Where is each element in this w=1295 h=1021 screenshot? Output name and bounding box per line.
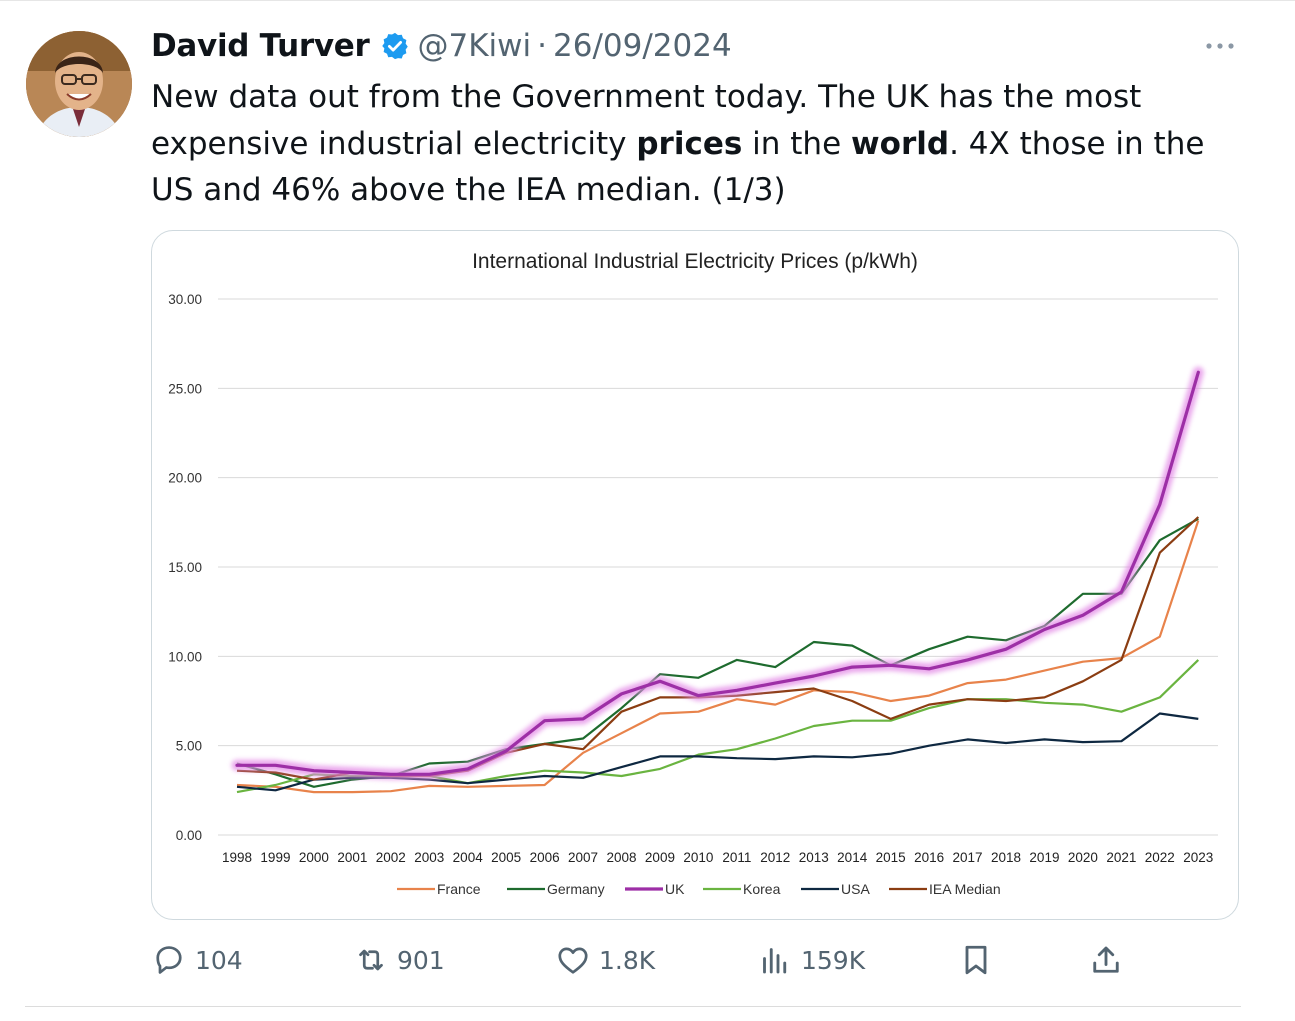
repost-button[interactable]: 901 bbox=[353, 938, 445, 982]
avatar-photo bbox=[26, 31, 132, 137]
x-tick-label: 2013 bbox=[799, 850, 829, 865]
x-tick-label: 2016 bbox=[914, 850, 944, 865]
series-germany-line bbox=[236, 517, 1199, 788]
views-icon bbox=[763, 948, 787, 974]
chart-legend: France Germany UK Korea USA IEA Median bbox=[397, 881, 1001, 897]
y-tick-label: 20.00 bbox=[168, 471, 202, 486]
x-tick-label: 2023 bbox=[1183, 850, 1213, 865]
tweet-date[interactable]: 26/09/2024 bbox=[553, 28, 732, 64]
more-options-icon[interactable] bbox=[1203, 36, 1237, 56]
y-tick-label: 30.00 bbox=[168, 292, 202, 307]
legend-label-korea: Korea bbox=[743, 881, 781, 897]
tweet-text: New data out from the Government today. … bbox=[151, 74, 1251, 214]
x-tick-label: 2008 bbox=[606, 850, 636, 865]
tweet-actions: 104 901 1.8K 159K bbox=[0, 938, 1295, 982]
y-tick-label: 25.00 bbox=[168, 381, 202, 396]
x-tick-label: 2001 bbox=[337, 850, 367, 865]
separator-dot: · bbox=[537, 28, 547, 64]
x-tick-label: 2011 bbox=[722, 850, 751, 865]
repost-icon bbox=[359, 949, 383, 971]
legend-label-uk: UK bbox=[665, 881, 685, 897]
tweet-text-bold: prices bbox=[636, 125, 743, 162]
chart-series bbox=[231, 366, 1204, 794]
x-tick-label: 2002 bbox=[376, 850, 406, 865]
x-tick-label: 2020 bbox=[1068, 850, 1098, 865]
author-avatar[interactable] bbox=[26, 31, 132, 137]
x-tick-label: 1998 bbox=[222, 850, 252, 865]
y-tick-label: 10.00 bbox=[168, 649, 202, 664]
y-axis-ticks: 0.00 5.00 10.00 15.00 20.00 25.00 30.00 bbox=[168, 292, 202, 843]
x-tick-label: 2009 bbox=[645, 850, 675, 865]
reply-icon bbox=[156, 946, 182, 974]
y-tick-label: 5.00 bbox=[176, 739, 202, 754]
x-tick-label: 2015 bbox=[876, 850, 906, 865]
x-tick-label: 2006 bbox=[530, 850, 560, 865]
x-axis-ticks: 1998 1999 2000 2001 2002 2003 2004 2005 2006 2007… bbox=[222, 850, 1213, 865]
x-tick-label: 2003 bbox=[414, 850, 444, 865]
x-tick-label: 2005 bbox=[491, 850, 521, 865]
chart-gridlines bbox=[218, 298, 1218, 836]
tweet-text-segment: in the bbox=[742, 125, 852, 162]
y-tick-label: 15.00 bbox=[168, 560, 202, 575]
bookmark-icon bbox=[965, 945, 987, 975]
x-tick-label: 2014 bbox=[837, 850, 868, 865]
like-icon bbox=[558, 947, 588, 974]
tweet-text-segment: New data out from the Government today. … bbox=[151, 79, 1142, 162]
top-divider bbox=[0, 0, 1295, 1]
repost-count: 901 bbox=[397, 945, 445, 975]
legend-label-iea-median: IEA Median bbox=[929, 881, 1001, 897]
reply-count: 104 bbox=[195, 945, 243, 975]
views-button[interactable]: 159K bbox=[757, 938, 865, 982]
author-name[interactable]: David Turver bbox=[151, 28, 370, 64]
legend-label-france: France bbox=[437, 881, 481, 897]
y-tick-label: 0.00 bbox=[176, 828, 202, 843]
series-uk-highlight bbox=[231, 366, 1204, 780]
tweet-header: David Turver @7Kiwi · 26/09/2024 bbox=[151, 24, 732, 68]
legend-label-usa: USA bbox=[841, 881, 870, 897]
x-tick-label: 2018 bbox=[991, 850, 1021, 865]
x-tick-label: 2022 bbox=[1145, 850, 1175, 865]
series-uk-line bbox=[235, 370, 1200, 776]
series-france-line bbox=[236, 520, 1200, 794]
like-count: 1.8K bbox=[599, 945, 656, 975]
x-tick-label: 2007 bbox=[568, 850, 598, 865]
x-tick-label: 2019 bbox=[1029, 850, 1059, 865]
x-tick-label: 2004 bbox=[453, 850, 484, 865]
verified-badge-icon[interactable] bbox=[380, 31, 410, 61]
x-tick-label: 1999 bbox=[260, 850, 290, 865]
like-button[interactable]: 1.8K bbox=[555, 938, 655, 982]
share-button[interactable] bbox=[1088, 938, 1132, 982]
views-count: 159K bbox=[801, 945, 866, 975]
x-tick-label: 2017 bbox=[953, 850, 983, 865]
bookmark-button[interactable] bbox=[958, 938, 1002, 982]
x-tick-label: 2021 bbox=[1106, 850, 1136, 865]
x-tick-label: 2010 bbox=[683, 850, 713, 865]
author-handle[interactable]: @7Kiwi bbox=[417, 28, 532, 64]
share-icon bbox=[1093, 946, 1119, 973]
reply-button[interactable]: 104 bbox=[151, 938, 243, 982]
line-chart: International Industrial Electricity Pri… bbox=[168, 250, 1218, 897]
x-tick-label: 2012 bbox=[760, 850, 790, 865]
tweet-text-segment: . 4X those in the US and 46% above the I… bbox=[151, 125, 1205, 209]
bottom-divider bbox=[25, 1006, 1241, 1007]
chart-title: International Industrial Electricity Pri… bbox=[472, 250, 918, 273]
media-card[interactable]: International Industrial Electricity Pri… bbox=[151, 230, 1239, 920]
tweet-text-bold: world bbox=[851, 125, 950, 162]
x-tick-label: 2000 bbox=[299, 850, 329, 865]
legend-label-germany: Germany bbox=[547, 881, 605, 897]
